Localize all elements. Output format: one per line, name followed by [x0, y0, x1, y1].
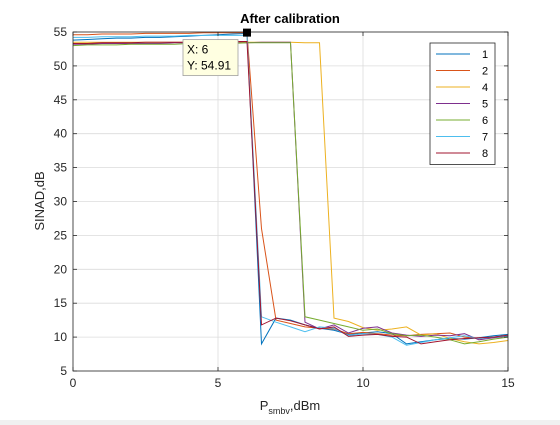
- series-lines: [72, 32, 509, 346]
- legend-label-5: 5: [482, 99, 488, 111]
- datatip[interactable]: X: 6 Y: 54.91: [182, 28, 251, 77]
- y-tick-label: 35: [54, 161, 68, 175]
- datatip-y-text: Y: 54.91: [187, 59, 231, 73]
- y-tick-label: 30: [54, 195, 68, 209]
- legend-label-6: 6: [482, 115, 488, 127]
- y-tick-label: 50: [54, 59, 68, 73]
- datatip-box[interactable]: [182, 39, 239, 77]
- legend-label-4: 4: [482, 82, 488, 94]
- series-line-5: [73, 41, 509, 341]
- x-axis-label-subscript: smbv: [268, 406, 290, 416]
- legend-label-7: 7: [482, 132, 488, 144]
- legend-label-2: 2: [482, 66, 488, 78]
- y-tick-label: 40: [54, 127, 68, 141]
- series-line-6: [72, 42, 509, 345]
- y-tick-label: 20: [54, 262, 68, 276]
- y-tick-label: 25: [54, 228, 68, 242]
- x-tick-label: 10: [356, 376, 370, 390]
- x-axis-label-main: P: [260, 398, 269, 413]
- y-tick-label: 55: [54, 25, 68, 39]
- legend-label-8: 8: [482, 148, 488, 160]
- datatip-x-text: X: 6: [187, 43, 209, 57]
- legend[interactable]: 1 2 4 5 6 7 8: [429, 42, 496, 165]
- x-axis-label: Psmbv,dBm: [260, 398, 321, 416]
- y-tick-label: 10: [54, 330, 68, 344]
- series-line-7: [73, 34, 509, 346]
- y-tick-label: 5: [60, 364, 67, 378]
- chart-title: After calibration: [240, 11, 340, 26]
- legend-label-1: 1: [482, 49, 488, 61]
- x-axis-label-rest: ,dBm: [290, 398, 320, 413]
- series-line-8: [73, 41, 509, 345]
- y-tick-label: 15: [54, 296, 68, 310]
- datatip-marker[interactable]: [243, 28, 251, 37]
- x-tick-label: 0: [70, 376, 77, 390]
- y-tick-label: 45: [54, 93, 68, 107]
- x-tick-label: 5: [215, 376, 222, 390]
- x-tick-label: 15: [501, 376, 515, 390]
- y-axis-label: SINAD,dB: [32, 171, 47, 230]
